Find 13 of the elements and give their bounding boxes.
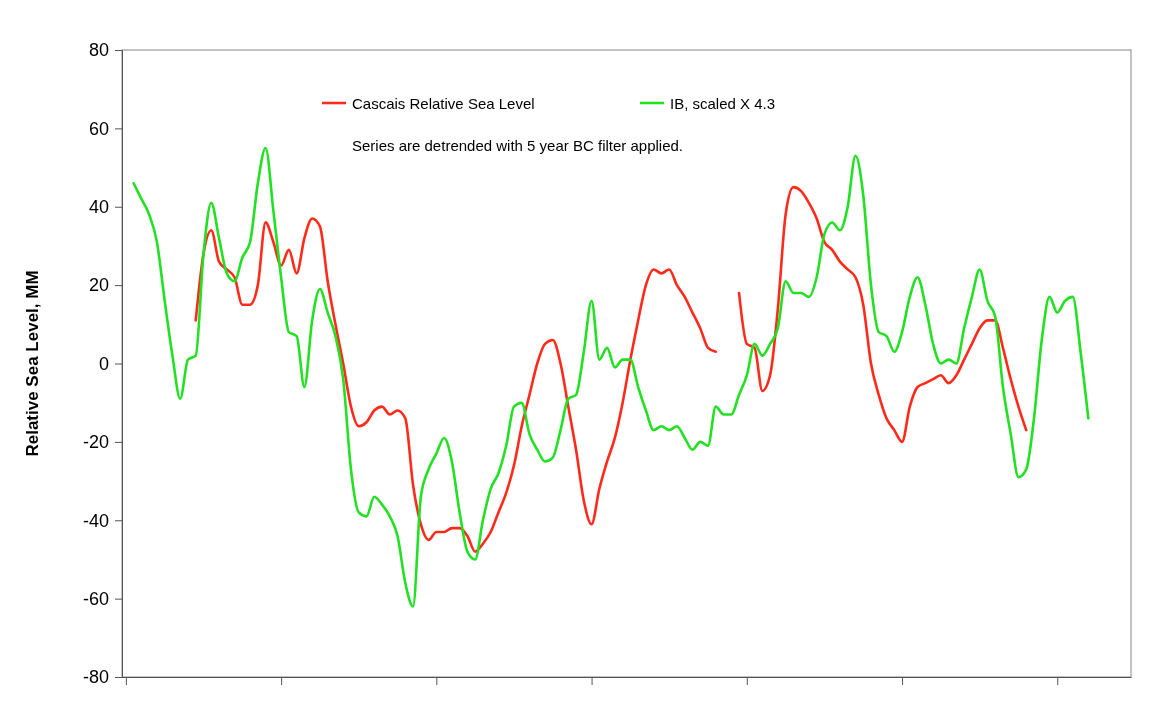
y-tick-label: 80 (88, 40, 109, 61)
y-tick-label: -80 (82, 667, 109, 688)
y-tick-label: -60 (82, 588, 109, 609)
y-tick-label: 20 (88, 275, 109, 296)
annotation: Series are detrended with 5 year BC filter applied. (352, 137, 684, 154)
y-tick-label: 60 (88, 118, 109, 139)
legend-label: Cascais Relative Sea Level (352, 94, 535, 112)
y-tick-label: -40 (82, 510, 109, 531)
y-tick-label: 0 (98, 353, 109, 374)
y-tick-label: 40 (88, 197, 109, 218)
y-tick-label: -20 (82, 432, 109, 453)
y-axis-title: Relative Sea Level, MM (23, 270, 42, 457)
legend-label: IB, scaled X 4.3 (670, 94, 776, 112)
